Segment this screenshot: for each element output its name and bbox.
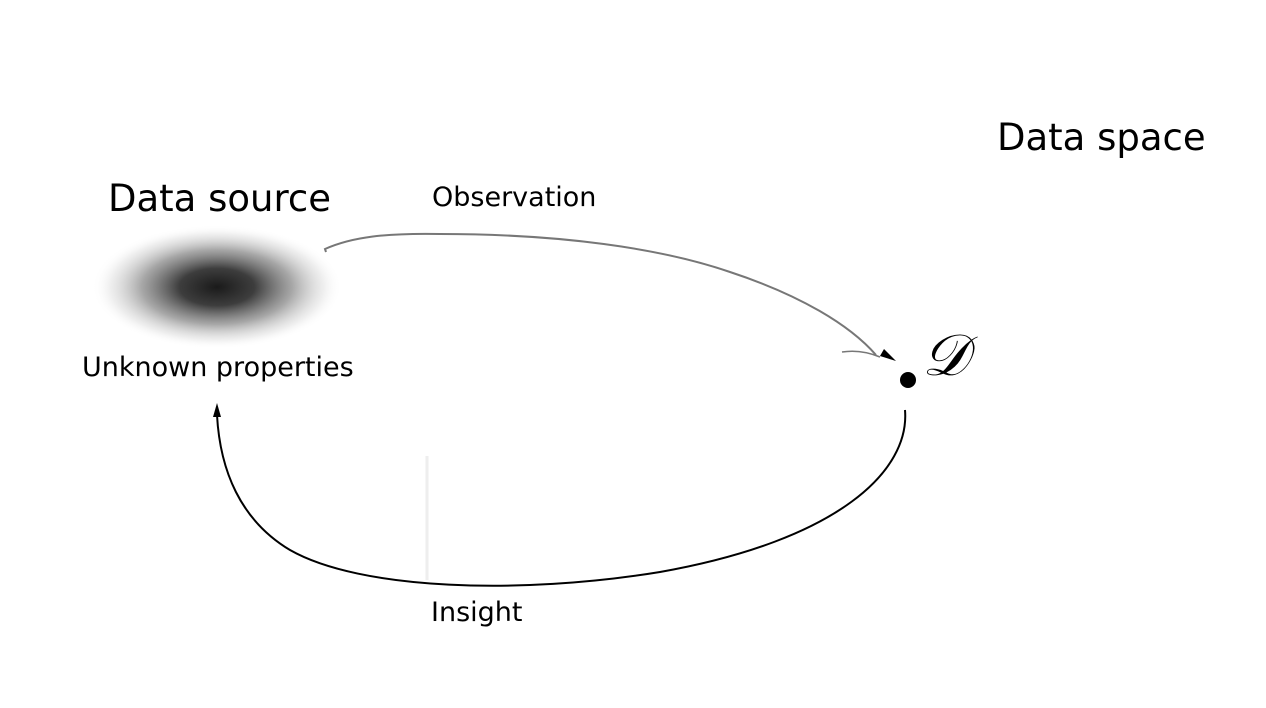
insight-label: Insight <box>431 597 523 628</box>
dataset-point <box>900 372 916 388</box>
data-space-title: Data space <box>997 116 1206 159</box>
data-source-title: Data source <box>108 177 331 220</box>
observation-arrow <box>323 232 877 356</box>
insight-arrow <box>216 409 907 587</box>
data-source-blob <box>92 225 342 349</box>
dataset-symbol: 𝒟 <box>922 321 969 389</box>
observation-arrow-head <box>841 350 881 358</box>
observation-arrow-tip <box>880 349 896 361</box>
unknown-properties-label: Unknown properties <box>82 352 354 383</box>
observation-label: Observation <box>432 182 597 213</box>
insight-arrow-tip <box>213 403 221 417</box>
